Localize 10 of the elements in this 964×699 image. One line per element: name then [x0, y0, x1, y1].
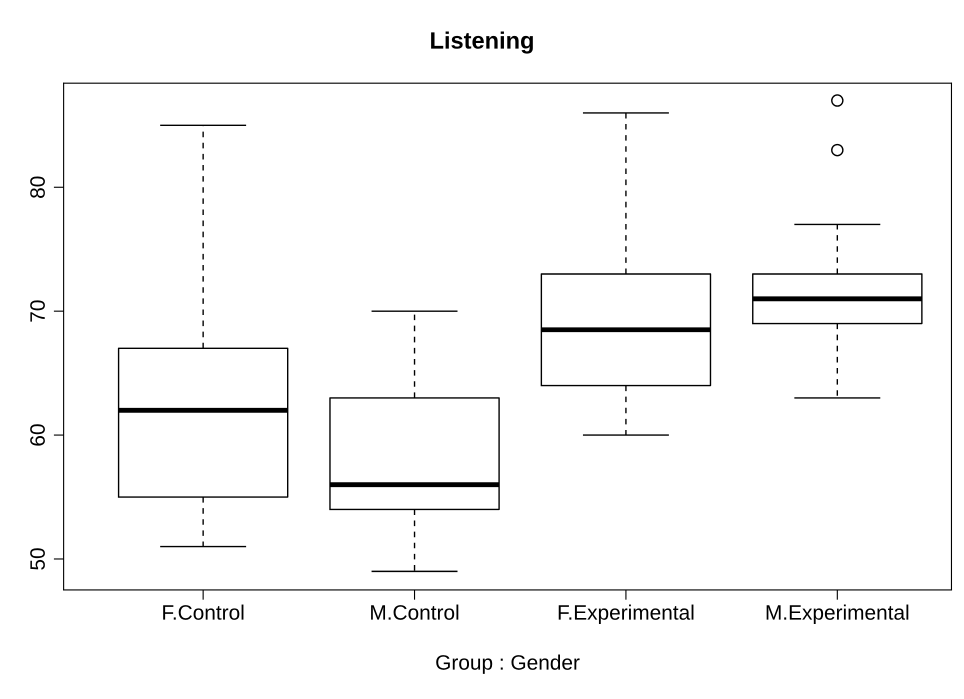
y-tick-label: 70 — [30, 300, 45, 322]
y-tick-label: 50 — [30, 548, 45, 570]
y-tick-label: 60 — [30, 424, 45, 446]
y-tick-label: 80 — [30, 176, 45, 198]
x-tick-label: F.Experimental — [558, 604, 694, 624]
x-tick-label: F.Control — [163, 604, 244, 620]
x-tick-label: M.Experimental — [766, 604, 908, 624]
x-tick-label: M.Control — [371, 604, 458, 620]
x-axis-title: Group : Gender — [436, 654, 580, 674]
chart-title: Listening — [431, 31, 533, 54]
